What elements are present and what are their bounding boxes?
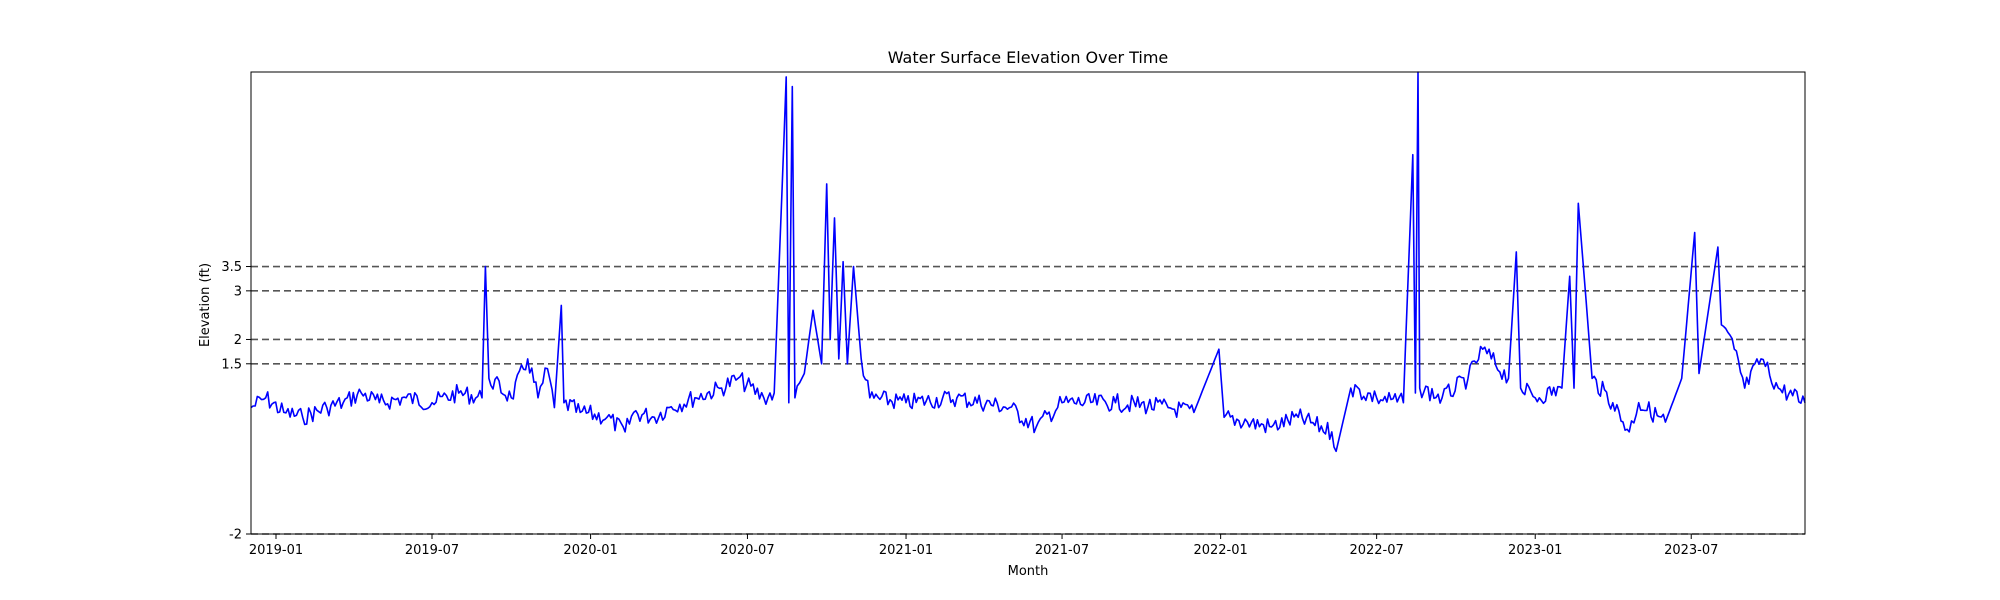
x-tick-label: 2022-07 xyxy=(1349,543,1403,558)
x-tick-label: 2019-01 xyxy=(249,543,303,558)
y-tick-label: 1.5 xyxy=(221,357,242,372)
x-tick-label: 2021-07 xyxy=(1035,543,1089,558)
chart-title: Water Surface Elevation Over Time xyxy=(888,48,1169,67)
x-tick-label: 2022-01 xyxy=(1193,543,1247,558)
y-tick-label: 2 xyxy=(234,333,242,348)
series-line xyxy=(250,71,1806,453)
series-layer xyxy=(250,71,1806,453)
x-axis-label: Month xyxy=(1008,564,1049,579)
x-tick-label: 2023-01 xyxy=(1508,543,1562,558)
x-tick-label: 2021-01 xyxy=(879,543,933,558)
x-tick-label: 2023-07 xyxy=(1664,543,1718,558)
y-axis-label: Elevation (ft) xyxy=(198,263,213,347)
x-tick-label: 2020-01 xyxy=(563,543,617,558)
y-tick-label: -2 xyxy=(229,528,242,543)
x-axis: 2019-01 2019-07 2020-01 2020-07 2021-01 2021-… xyxy=(249,534,1718,558)
x-tick-label: 2020-07 xyxy=(720,543,774,558)
x-tick-label: 2019-07 xyxy=(405,543,459,558)
plot-frame xyxy=(250,71,1806,535)
y-tick-label: 3.5 xyxy=(221,260,242,275)
y-axis: -2 1.5 2 3 3.5 xyxy=(221,260,251,543)
y-tick-label: 3 xyxy=(234,284,242,299)
